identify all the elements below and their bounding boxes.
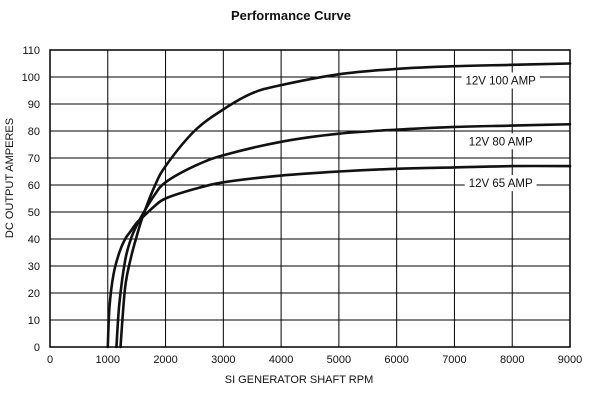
series-label-background [464, 175, 537, 192]
x-tick-label: 8000 [500, 354, 524, 366]
y-tick-label: 10 [28, 315, 40, 327]
series-labels: 12V 100 AMP 12V 80 AMP 12V 65 AMP [461, 72, 540, 192]
series-label-2: 12V 80 AMP [469, 136, 533, 148]
series-label-background [461, 72, 540, 89]
x-tick-label: 6000 [384, 354, 408, 366]
y-tick-label: 50 [28, 207, 40, 219]
series-line-1 [119, 62, 572, 349]
y-tick-label: 110 [22, 45, 40, 57]
x-tick-label: 0 [47, 354, 53, 366]
y-tick-label: 20 [28, 288, 40, 300]
y-tick-label: 30 [28, 261, 40, 273]
x-tick-labels: 0 1000 2000 3000 4000 5000 6000 7000 8000 9000 [47, 354, 582, 366]
y-tick-label: 100 [22, 72, 40, 84]
grid-lines [50, 50, 570, 347]
series-label-background [464, 133, 537, 150]
y-tick-label: 40 [28, 234, 40, 246]
y-tick-label: 90 [28, 99, 40, 111]
chart-title: Performance Curve [231, 8, 351, 23]
x-tick-label: 3000 [211, 354, 235, 366]
x-tick-label: 9000 [558, 354, 582, 366]
y-tick-label: 0 [34, 342, 40, 354]
x-tick-label: 2000 [153, 354, 177, 366]
series-line-2 [115, 122, 572, 349]
y-tick-labels: 0 10 20 30 40 50 60 70 80 90 100 110 [22, 45, 40, 354]
series-label-3: 12V 65 AMP [469, 178, 533, 190]
y-axis-label: DC OUTPUT AMPERES [4, 118, 16, 238]
plot-frame [49, 49, 571, 348]
x-tick-label: 1000 [96, 354, 120, 366]
x-tick-label: 7000 [442, 354, 466, 366]
series-label-1: 12V 100 AMP [466, 76, 537, 88]
x-tick-label: 5000 [327, 354, 351, 366]
y-tick-label: 80 [28, 126, 40, 138]
x-axis-label: SI GENERATOR SHAFT RPM [225, 374, 374, 386]
x-tick-label: 4000 [269, 354, 293, 366]
y-tick-label: 60 [28, 180, 40, 192]
series-line-3 [106, 164, 572, 349]
y-tick-label: 70 [28, 153, 40, 165]
series-curves [106, 62, 572, 349]
